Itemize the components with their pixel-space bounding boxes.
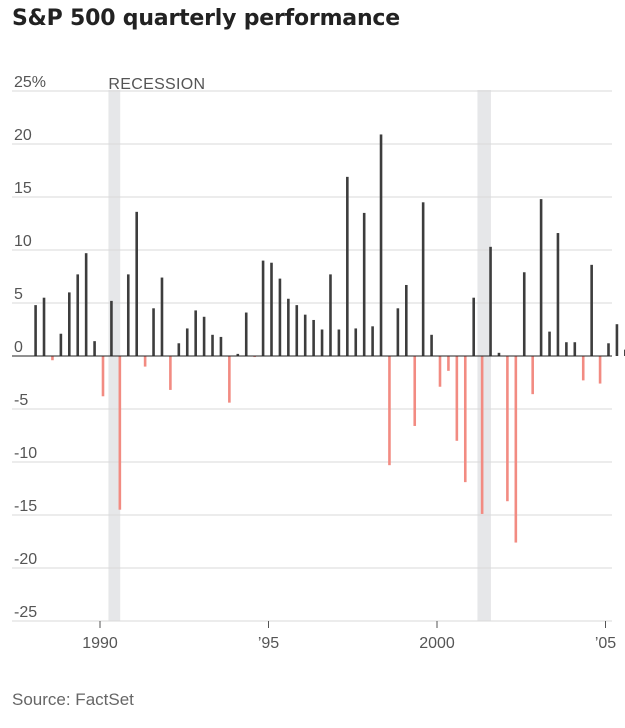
bar xyxy=(497,352,501,356)
bar xyxy=(573,342,577,356)
bar xyxy=(590,264,593,356)
bar xyxy=(93,341,96,356)
y-tick-label: -5 xyxy=(14,392,28,409)
bar xyxy=(34,305,37,356)
bar xyxy=(211,334,214,356)
bar xyxy=(548,331,551,356)
bar xyxy=(362,212,366,356)
bar xyxy=(421,202,425,356)
bar xyxy=(337,329,341,356)
annotations: RECESSION xyxy=(108,76,205,93)
y-tick-label: 0 xyxy=(14,339,23,356)
bar xyxy=(68,292,71,356)
bar xyxy=(320,329,324,356)
x-tick-label: 1990 xyxy=(82,635,118,652)
bar xyxy=(480,356,484,514)
y-tick-label: -10 xyxy=(14,445,37,462)
bar xyxy=(202,316,206,356)
x-tick-label: ’05 xyxy=(595,635,616,652)
bar xyxy=(447,356,450,371)
bar xyxy=(514,356,518,543)
bar xyxy=(236,353,240,356)
bar xyxy=(430,334,433,356)
bar xyxy=(607,343,610,356)
y-tick-labels: 25% 20 15 10 5 0 -5 -10 -15 -20 -25 xyxy=(14,74,46,621)
bar xyxy=(76,274,80,356)
bar xyxy=(185,328,189,356)
bar xyxy=(228,356,231,403)
bar xyxy=(581,356,585,381)
chart-title: S&P 500 quarterly performance xyxy=(12,6,400,31)
bar xyxy=(160,277,164,356)
x-tick-label: 2000 xyxy=(419,635,455,652)
bar xyxy=(539,199,543,356)
bar xyxy=(472,297,475,356)
bar xyxy=(118,356,122,510)
bar xyxy=(346,176,349,356)
bar xyxy=(143,356,147,367)
x-tick-label: ’95 xyxy=(258,635,279,652)
bar xyxy=(354,328,358,356)
y-tick-label: 5 xyxy=(14,286,23,303)
bar xyxy=(194,310,197,356)
bar xyxy=(303,314,307,356)
recession-label: RECESSION xyxy=(108,76,205,93)
bar xyxy=(169,356,172,390)
bar xyxy=(413,356,417,426)
bar xyxy=(51,356,54,361)
gridlines xyxy=(12,90,612,622)
bar xyxy=(455,356,459,441)
bar xyxy=(287,298,290,356)
bars xyxy=(34,134,625,543)
bar xyxy=(438,356,442,387)
bar xyxy=(522,272,526,356)
y-tick-label: -20 xyxy=(14,551,37,568)
bar xyxy=(556,233,560,356)
bar xyxy=(396,308,400,356)
y-tick-label: -25 xyxy=(14,604,37,621)
bar xyxy=(152,308,155,356)
bar xyxy=(244,312,248,356)
bar xyxy=(84,253,88,356)
bar xyxy=(270,262,273,356)
bar xyxy=(506,356,509,502)
bar xyxy=(405,284,408,356)
bar xyxy=(101,356,105,397)
bar xyxy=(261,260,265,356)
bar xyxy=(278,278,282,356)
bar xyxy=(329,274,332,356)
source-note: Source: FactSet xyxy=(12,690,134,709)
y-tick-label: 15 xyxy=(14,180,32,197)
bar xyxy=(615,324,619,356)
bar xyxy=(177,343,181,356)
bar xyxy=(371,326,374,356)
bar xyxy=(253,356,256,358)
bar xyxy=(59,333,63,356)
bar xyxy=(126,274,130,356)
bar xyxy=(42,297,46,356)
bar xyxy=(531,356,534,395)
bar xyxy=(565,342,568,356)
bar xyxy=(219,336,223,356)
bar xyxy=(110,300,113,356)
y-tick-label: 10 xyxy=(14,233,32,250)
bar xyxy=(295,305,299,356)
bar xyxy=(388,356,391,466)
bar xyxy=(598,356,602,384)
y-tick-label: 25% xyxy=(14,74,46,91)
y-tick-label: -15 xyxy=(14,498,37,515)
bar xyxy=(463,356,467,483)
bar xyxy=(379,134,383,356)
y-tick-label: 20 xyxy=(14,127,32,144)
bar xyxy=(489,246,492,356)
bar xyxy=(135,211,138,356)
bar xyxy=(312,319,315,356)
